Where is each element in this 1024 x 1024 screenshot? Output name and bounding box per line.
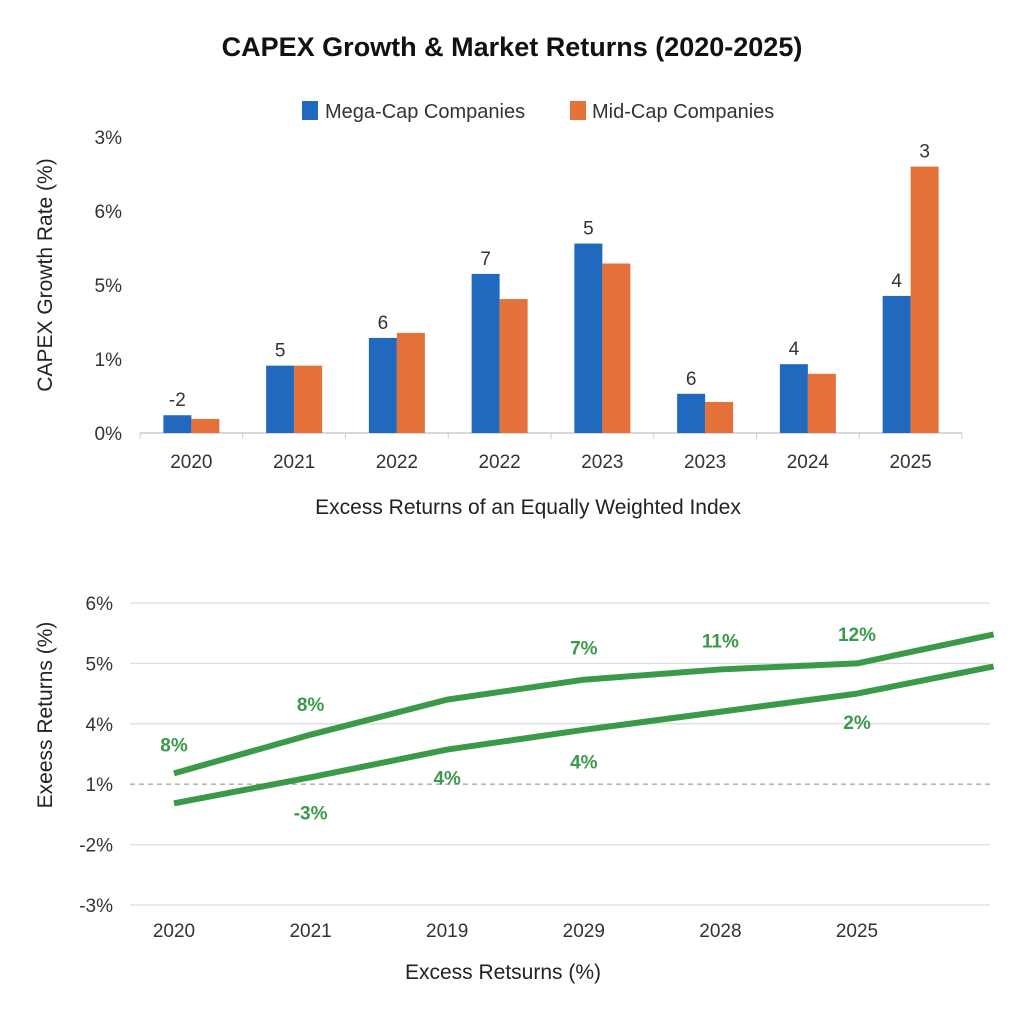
bar-data-label: 5 (583, 219, 594, 240)
line-x-tick-label: 2019 (426, 921, 468, 942)
bar-y-tick-label: 6% (95, 202, 123, 223)
bar-mega-cap (471, 273, 500, 433)
bar-data-label: 3 (919, 142, 930, 163)
bar-plot: 0% 1% 5% 6% 3% 2020 -2 2021 5 2022 6 2022 7 2023 5 2023… (95, 128, 963, 473)
line-y-tick-label: -3% (79, 896, 113, 917)
line-y-tick-label: 5% (86, 654, 114, 675)
line-annotation: 4% (433, 768, 461, 789)
bar-x-tick-label: 2022 (478, 452, 520, 473)
bar-data-label: 7 (480, 249, 491, 270)
bar-data-label: 5 (275, 341, 286, 362)
bar-data-label: 4 (891, 271, 902, 292)
line-annotation: 4% (570, 752, 598, 773)
line-y-tick-label: -2% (79, 836, 113, 857)
bar-mid-cap (705, 401, 734, 433)
legend-swatch-mega-cap (302, 101, 318, 120)
bar-y-tick-label: 0% (95, 424, 123, 445)
legend-swatch-mid-cap (570, 101, 586, 120)
line-plot: -3% -2% 1% 4% 5% 6% 2020 2021 2019 2029 2028 2025 8%… (79, 594, 995, 942)
line-annotation: 7% (570, 639, 598, 660)
line-y-axis-title: Exeess Returns (%) (34, 622, 57, 809)
bar-data-label: -2 (169, 390, 186, 411)
bar-y-tick-label: 1% (95, 350, 123, 371)
line-annotation: -3% (294, 803, 328, 824)
bar-y-tick-label: 3% (95, 128, 123, 149)
bar-mid-cap (191, 418, 220, 433)
line-x-tick-label: 2020 (153, 921, 195, 942)
legend-label-mid-cap: Mid-Cap Companies (592, 101, 774, 123)
line-y-tick-label: 6% (86, 594, 114, 615)
line-y-tick-label: 1% (86, 775, 114, 796)
bar-mega-cap (163, 415, 192, 433)
bar-x-axis-title: Excess Returns of an Equally Weighted In… (315, 496, 741, 519)
bar-mid-cap (807, 373, 836, 433)
bar-mega-cap (882, 295, 911, 433)
bar-x-tick-label: 2021 (273, 452, 315, 473)
bar-y-axis-title: CAPEX Growth Rate (%) (34, 158, 57, 391)
bar-x-tick-label: 2023 (581, 452, 623, 473)
bar-x-tick-label: 2024 (787, 452, 830, 473)
bar-data-label: 4 (789, 339, 800, 360)
line-annotation: 12% (838, 625, 876, 646)
bar-x-tick-label: 2020 (170, 452, 212, 473)
legend: Mega-Cap Companies Mid-Cap Companies (302, 101, 774, 123)
line-x-tick-label: 2029 (563, 921, 605, 942)
upper-series-line (173, 631, 995, 777)
bar-mid-cap (602, 263, 631, 433)
chart-title: CAPEX Growth & Market Returns (2020-2025… (222, 32, 803, 62)
bar-mega-cap (574, 243, 603, 433)
bar-mid-cap (294, 365, 323, 433)
bar-x-tick-label: 2022 (376, 452, 418, 473)
line-x-tick-label: 2021 (289, 921, 331, 942)
line-x-axis-title: Excess Retsurns (%) (405, 961, 601, 984)
bar-mega-cap (368, 337, 397, 433)
bar-mid-cap (499, 299, 528, 433)
bar-data-label: 6 (686, 369, 697, 390)
line-x-tick-label: 2028 (699, 921, 741, 942)
bar-mega-cap (779, 364, 808, 433)
line-annotation: 8% (160, 736, 188, 757)
line-annotation: 11% (702, 631, 739, 652)
bar-mid-cap (910, 166, 939, 433)
bar-data-label: 6 (378, 313, 389, 334)
bar-mega-cap (677, 393, 706, 433)
line-x-tick-label: 2025 (836, 921, 878, 942)
bar-x-tick-label: 2023 (684, 452, 726, 473)
line-y-tick-label: 4% (86, 715, 114, 736)
bar-mega-cap (266, 365, 295, 433)
bar-mid-cap (396, 332, 425, 433)
bar-y-tick-label: 5% (95, 276, 123, 297)
line-annotation: 2% (843, 713, 871, 734)
lower-series-line (173, 663, 995, 807)
legend-label-mega-cap: Mega-Cap Companies (325, 101, 525, 123)
line-annotation: 8% (297, 695, 325, 716)
bar-x-tick-label: 2025 (889, 452, 931, 473)
